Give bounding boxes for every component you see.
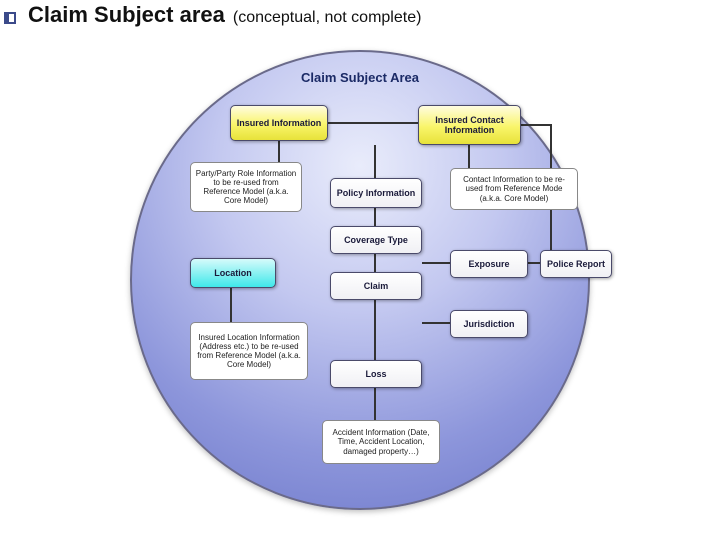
connector-line [374, 300, 376, 360]
node-insured-contact: Insured Contact Information [418, 105, 521, 145]
node-coverage-type: Coverage Type [330, 226, 422, 254]
connector-line [374, 254, 376, 272]
connector-line [230, 288, 232, 322]
note-accident: Accident Information (Date, Time, Accide… [322, 420, 440, 464]
connector-line [422, 262, 450, 264]
connector-line [521, 124, 551, 126]
diagram-canvas: Claim Subject Area Insured InformationIn… [120, 40, 600, 520]
note-party: Party/Party Role Information to be re-us… [190, 162, 302, 212]
page-title: Claim Subject area [28, 2, 225, 28]
connector-line [374, 208, 376, 226]
note-location: Insured Location Information (Address et… [190, 322, 308, 380]
page-header: Claim Subject area (conceptual, not comp… [4, 2, 421, 28]
node-police-report: Police Report [540, 250, 612, 278]
node-insured-info: Insured Information [230, 105, 328, 141]
node-claim: Claim [330, 272, 422, 300]
node-policy-info: Policy Information [330, 178, 422, 208]
node-loss: Loss [330, 360, 422, 388]
connector-line [422, 322, 450, 324]
node-location: Location [190, 258, 276, 288]
node-exposure: Exposure [450, 250, 528, 278]
node-jurisdiction: Jurisdiction [450, 310, 528, 338]
note-contact: Contact Information to be re-used from R… [450, 168, 578, 210]
connector-line [374, 388, 376, 420]
diagram-overlay: Insured Information Insured Contact Infor… [130, 50, 590, 510]
header-bullet-icon [4, 12, 16, 24]
connector-line [374, 145, 376, 178]
connector-line [328, 122, 418, 124]
connector-line [550, 124, 552, 146]
connector-line [278, 141, 280, 162]
connector-line [528, 262, 540, 264]
page-subtitle: (conceptual, not complete) [233, 9, 422, 27]
connector-line [468, 145, 470, 168]
